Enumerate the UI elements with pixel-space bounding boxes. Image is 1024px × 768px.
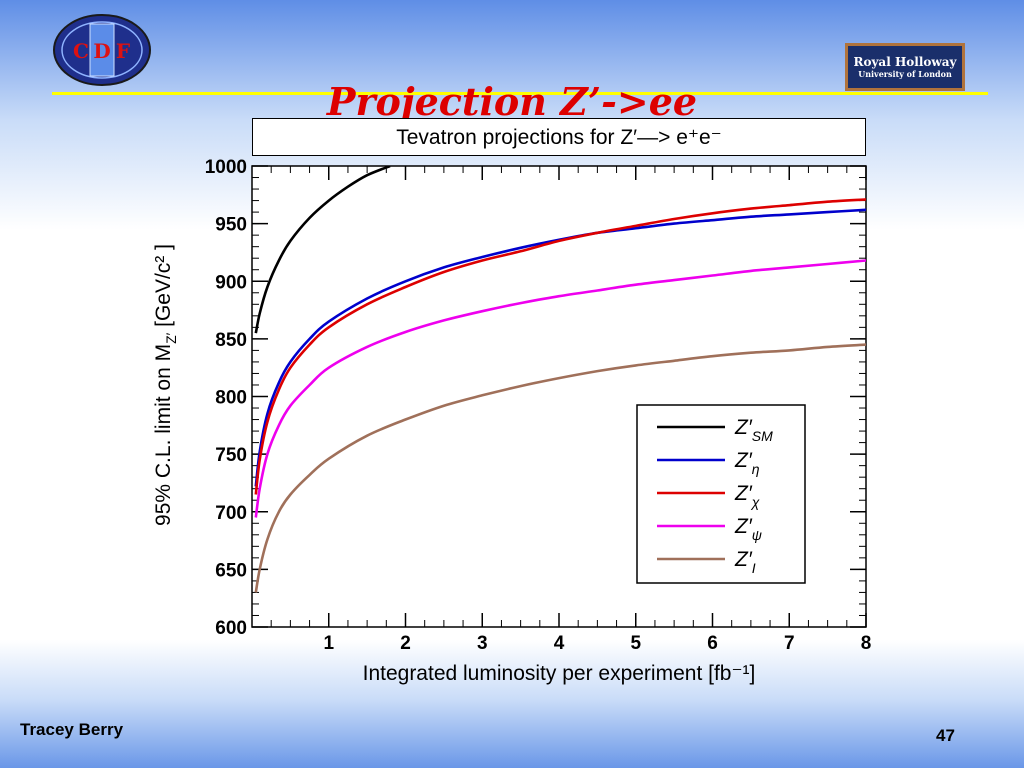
chart-title: Tevatron projections for Z′—> e⁺e⁻ [396,125,722,149]
y-tick-label: 750 [215,445,247,466]
legend-label-0: Z′SM [734,416,773,444]
legend-label-3: Z′ψ [734,515,762,543]
x-tick-label: 6 [707,633,718,654]
y-tick-label: 1000 [205,157,247,178]
series-line-0 [254,166,391,334]
x-tick-label: 7 [784,633,795,654]
series-line-4 [254,343,866,593]
cdf-letter-d: D [93,39,110,63]
y-tick-label: 800 [215,388,247,409]
page-number: 47 [936,726,955,745]
author-name: Tracey Berry [20,720,124,739]
royal-holloway-logo: Royal Holloway University of London [845,43,965,91]
x-tick-label: 3 [477,633,488,654]
cdf-letter-c: C [73,39,89,63]
legend-label-2: Z′χ [734,482,760,510]
y-tick-label: 850 [215,330,247,351]
y-tick-label: 950 [215,215,247,236]
legend-label-1: Z′η [734,449,760,477]
y-axis-label: 95% C.L. limit on MZ′ [GeV/c² ] [152,244,179,526]
cdf-logo: C D F [53,14,151,86]
x-tick-label: 4 [554,633,565,654]
series-line-3 [254,259,866,518]
y-tick-label: 900 [215,272,247,293]
y-tick-label: 600 [215,618,247,639]
royal-holloway-university: University of London [858,68,952,79]
x-tick-label: 8 [861,633,872,654]
royal-holloway-name: Royal Holloway [853,54,957,69]
y-tick-label: 650 [215,560,247,581]
chart-series-layer [254,166,866,593]
legend-label-4: Z′I [734,548,756,576]
title-rule [52,92,988,95]
cdf-letter-f: F [116,39,130,63]
slide-title: Projection Z’->ee [326,79,698,118]
x-tick-label: 1 [323,633,334,654]
series-line-2 [254,198,866,495]
chart-legend: Z′SM Z′η Z′χ Z′ψ Z′I [636,404,806,584]
chart-title-box: Tevatron projections for Z′—> e⁺e⁻ [252,118,866,156]
x-axis-label: Integrated luminosity per experiment [fb… [363,662,756,685]
x-tick-label: 2 [400,633,411,654]
series-line-1 [254,208,866,487]
y-tick-label: 700 [215,503,247,524]
x-tick-label: 5 [630,633,641,654]
